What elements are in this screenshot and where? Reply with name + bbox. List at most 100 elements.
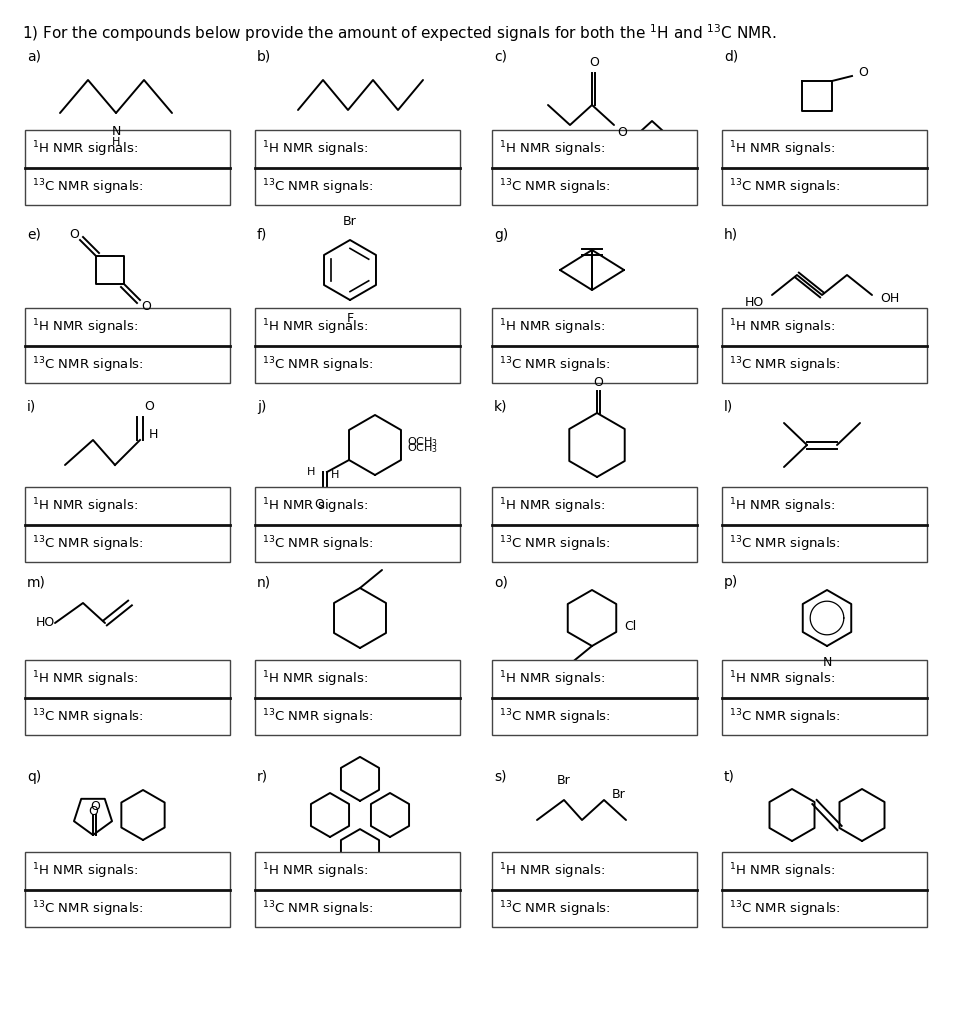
Text: $^{1}$H NMR signals:: $^{1}$H NMR signals:	[499, 497, 605, 516]
Text: Cl: Cl	[624, 620, 637, 633]
Bar	[492, 852, 697, 927]
Text: O: O	[90, 801, 100, 813]
Text: $^{1}$H NMR signals:: $^{1}$H NMR signals:	[729, 317, 836, 337]
Bar	[492, 308, 697, 383]
Bar	[255, 308, 460, 383]
Text: O: O	[617, 127, 627, 139]
Bar	[255, 852, 460, 927]
Text: $^{13}$C NMR signals:: $^{13}$C NMR signals:	[262, 535, 374, 554]
Text: HO: HO	[35, 616, 55, 630]
Text: H.: H.	[307, 467, 319, 477]
Text: $^{1}$H NMR signals:: $^{1}$H NMR signals:	[729, 139, 836, 160]
Text: $^{1}$H NMR signals:: $^{1}$H NMR signals:	[729, 862, 836, 882]
Text: m): m)	[27, 575, 46, 589]
Text: $^{13}$C NMR signals:: $^{13}$C NMR signals:	[499, 177, 611, 197]
Text: g): g)	[494, 228, 509, 242]
Text: r): r)	[257, 770, 268, 784]
Text: j): j)	[257, 400, 267, 414]
Text: l): l)	[724, 400, 733, 414]
Text: $^{13}$C NMR signals:: $^{13}$C NMR signals:	[499, 535, 611, 554]
Text: $^{1}$H NMR signals:: $^{1}$H NMR signals:	[32, 317, 139, 337]
Bar	[25, 308, 230, 383]
Text: $^{1}$H NMR signals:: $^{1}$H NMR signals:	[262, 317, 368, 337]
Bar	[722, 660, 927, 735]
Text: $^{1}$H NMR signals:: $^{1}$H NMR signals:	[262, 862, 368, 882]
Text: $^{1}$H NMR signals:: $^{1}$H NMR signals:	[32, 497, 139, 516]
Text: $^{1}$H NMR signals:: $^{1}$H NMR signals:	[499, 317, 605, 337]
Text: HO: HO	[745, 296, 764, 308]
Text: O: O	[589, 56, 599, 70]
Text: $^{13}$C NMR signals:: $^{13}$C NMR signals:	[262, 708, 374, 727]
Text: q): q)	[27, 770, 41, 784]
Text: n): n)	[257, 575, 272, 589]
Text: $^{13}$C NMR signals:: $^{13}$C NMR signals:	[499, 355, 611, 375]
Text: 1) For the compounds below provide the amount of expected signals for both the $: 1) For the compounds below provide the a…	[22, 22, 776, 44]
Text: $^{13}$C NMR signals:: $^{13}$C NMR signals:	[499, 708, 611, 727]
Text: c): c)	[494, 50, 507, 63]
Text: O: O	[88, 805, 98, 818]
Text: $^{1}$H NMR signals:: $^{1}$H NMR signals:	[32, 862, 139, 882]
Text: $^{13}$C NMR signals:: $^{13}$C NMR signals:	[32, 355, 143, 375]
Bar	[722, 852, 927, 927]
Text: $^{1}$H NMR signals:: $^{1}$H NMR signals:	[729, 670, 836, 689]
Bar	[25, 130, 230, 205]
Text: $^{13}$C NMR signals:: $^{13}$C NMR signals:	[729, 177, 840, 197]
Bar	[722, 487, 927, 562]
Text: f): f)	[257, 228, 268, 242]
Text: p): p)	[724, 575, 738, 589]
Text: $^{1}$H NMR signals:: $^{1}$H NMR signals:	[499, 139, 605, 160]
Text: Br: Br	[612, 788, 626, 802]
Text: O: O	[315, 499, 324, 512]
Text: O: O	[858, 67, 868, 80]
Text: e): e)	[27, 228, 41, 242]
Text: $^{13}$C NMR signals:: $^{13}$C NMR signals:	[32, 899, 143, 919]
Text: i): i)	[27, 400, 36, 414]
Text: O: O	[69, 227, 79, 241]
Text: d): d)	[724, 50, 738, 63]
Text: $^{1}$H NMR signals:: $^{1}$H NMR signals:	[499, 862, 605, 882]
Text: O: O	[141, 299, 151, 312]
Text: Br: Br	[557, 774, 571, 787]
Text: H: H	[112, 137, 120, 147]
Text: $^{1}$H NMR signals:: $^{1}$H NMR signals:	[32, 139, 139, 160]
Text: $^{1}$H NMR signals:: $^{1}$H NMR signals:	[262, 670, 368, 689]
Text: $^{1}$H NMR signals:: $^{1}$H NMR signals:	[499, 670, 605, 689]
Text: $^{1}$H NMR signals:: $^{1}$H NMR signals:	[729, 497, 836, 516]
Text: $^{13}$C NMR signals:: $^{13}$C NMR signals:	[262, 177, 374, 197]
Text: $^{13}$C NMR signals:: $^{13}$C NMR signals:	[32, 177, 143, 197]
Text: $^{1}$H NMR signals:: $^{1}$H NMR signals:	[262, 139, 368, 160]
Text: $^{13}$C NMR signals:: $^{13}$C NMR signals:	[262, 899, 374, 919]
Bar	[722, 308, 927, 383]
Text: F: F	[346, 312, 354, 325]
Text: h): h)	[724, 228, 738, 242]
Text: $^{13}$C NMR signals:: $^{13}$C NMR signals:	[729, 355, 840, 375]
Text: b): b)	[257, 50, 272, 63]
Bar	[25, 660, 230, 735]
Text: k): k)	[494, 400, 508, 414]
Text: $^{1}$H NMR signals:: $^{1}$H NMR signals:	[262, 497, 368, 516]
Text: $^{13}$C NMR signals:: $^{13}$C NMR signals:	[32, 708, 143, 727]
Text: $^{13}$C NMR signals:: $^{13}$C NMR signals:	[499, 899, 611, 919]
Text: $^{13}$C NMR signals:: $^{13}$C NMR signals:	[729, 708, 840, 727]
Bar	[255, 130, 460, 205]
Bar	[255, 487, 460, 562]
Text: a): a)	[27, 50, 41, 63]
Bar	[492, 660, 697, 735]
Text: Br: Br	[343, 215, 357, 228]
Text: s): s)	[494, 770, 507, 784]
Bar	[255, 660, 460, 735]
Bar	[722, 130, 927, 205]
Text: H: H	[307, 467, 315, 477]
Text: O: O	[144, 400, 154, 414]
Text: $^{13}$C NMR signals:: $^{13}$C NMR signals:	[729, 535, 840, 554]
Bar	[25, 852, 230, 927]
Bar	[25, 487, 230, 562]
Text: t): t)	[724, 770, 735, 784]
Text: o): o)	[494, 575, 508, 589]
Text: OH: OH	[880, 292, 900, 304]
Text: N: N	[111, 125, 120, 138]
Text: H: H	[331, 470, 339, 480]
Text: $^{13}$C NMR signals:: $^{13}$C NMR signals:	[262, 355, 374, 375]
Text: $^{13}$C NMR signals:: $^{13}$C NMR signals:	[729, 899, 840, 919]
Text: O: O	[594, 376, 603, 388]
